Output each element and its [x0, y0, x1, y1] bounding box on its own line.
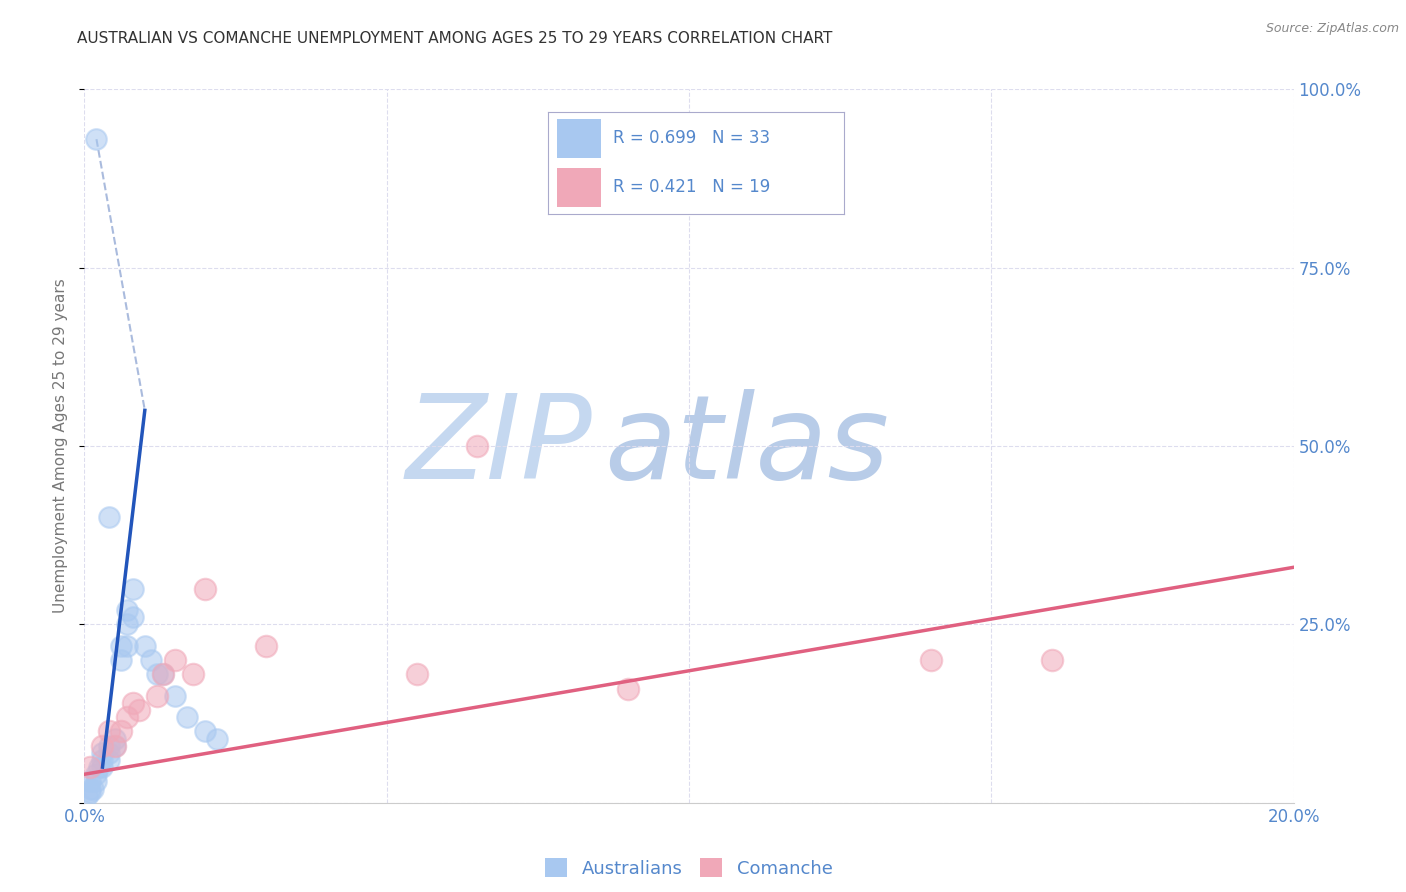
Point — [194, 582, 217, 596]
Point — [97, 510, 120, 524]
Point — [176, 710, 198, 724]
Point — [165, 653, 187, 667]
Point — [115, 603, 138, 617]
Point — [91, 760, 114, 774]
Point — [86, 132, 108, 146]
Point — [920, 653, 942, 667]
Point — [146, 689, 169, 703]
Point — [79, 760, 101, 774]
Point — [254, 639, 277, 653]
Point — [91, 739, 114, 753]
Point — [79, 774, 101, 789]
Point — [97, 724, 120, 739]
Bar — [557, 168, 602, 207]
Point — [152, 667, 174, 681]
Text: ZIP: ZIP — [405, 389, 592, 503]
Text: AUSTRALIAN VS COMANCHE UNEMPLOYMENT AMONG AGES 25 TO 29 YEARS CORRELATION CHART: AUSTRALIAN VS COMANCHE UNEMPLOYMENT AMON… — [77, 31, 832, 46]
Point — [110, 653, 132, 667]
Point — [115, 710, 138, 724]
Point — [89, 760, 111, 774]
Point — [467, 439, 489, 453]
Point — [406, 667, 429, 681]
Point — [194, 724, 217, 739]
Point — [82, 781, 104, 796]
Point — [79, 781, 101, 796]
Text: Source: ZipAtlas.com: Source: ZipAtlas.com — [1265, 22, 1399, 36]
Text: R = 0.421   N = 19: R = 0.421 N = 19 — [613, 178, 770, 196]
Point — [121, 610, 143, 624]
Point — [115, 617, 138, 632]
Point — [128, 703, 150, 717]
Point — [76, 789, 98, 803]
Point — [97, 739, 120, 753]
Point — [152, 667, 174, 681]
Point — [1040, 653, 1063, 667]
Point — [104, 739, 127, 753]
Text: atlas: atlas — [605, 389, 890, 503]
Point — [97, 753, 120, 767]
Point — [104, 739, 127, 753]
Point — [86, 767, 108, 781]
Point — [146, 667, 169, 681]
Legend: Australians, Comanche: Australians, Comanche — [537, 849, 841, 887]
Point — [165, 689, 187, 703]
Point — [617, 681, 640, 696]
Point — [121, 696, 143, 710]
Point — [79, 785, 101, 799]
Point — [121, 582, 143, 596]
Point — [104, 731, 127, 746]
Y-axis label: Unemployment Among Ages 25 to 29 years: Unemployment Among Ages 25 to 29 years — [53, 278, 69, 614]
Text: R = 0.699   N = 33: R = 0.699 N = 33 — [613, 129, 770, 147]
Point — [110, 639, 132, 653]
Point — [115, 639, 138, 653]
Point — [139, 653, 162, 667]
Point — [110, 724, 132, 739]
Point — [91, 746, 114, 760]
Point — [134, 639, 156, 653]
Point — [207, 731, 229, 746]
Point — [91, 753, 114, 767]
Point — [97, 746, 120, 760]
Point — [86, 774, 108, 789]
Bar — [557, 119, 602, 158]
Point — [181, 667, 204, 681]
